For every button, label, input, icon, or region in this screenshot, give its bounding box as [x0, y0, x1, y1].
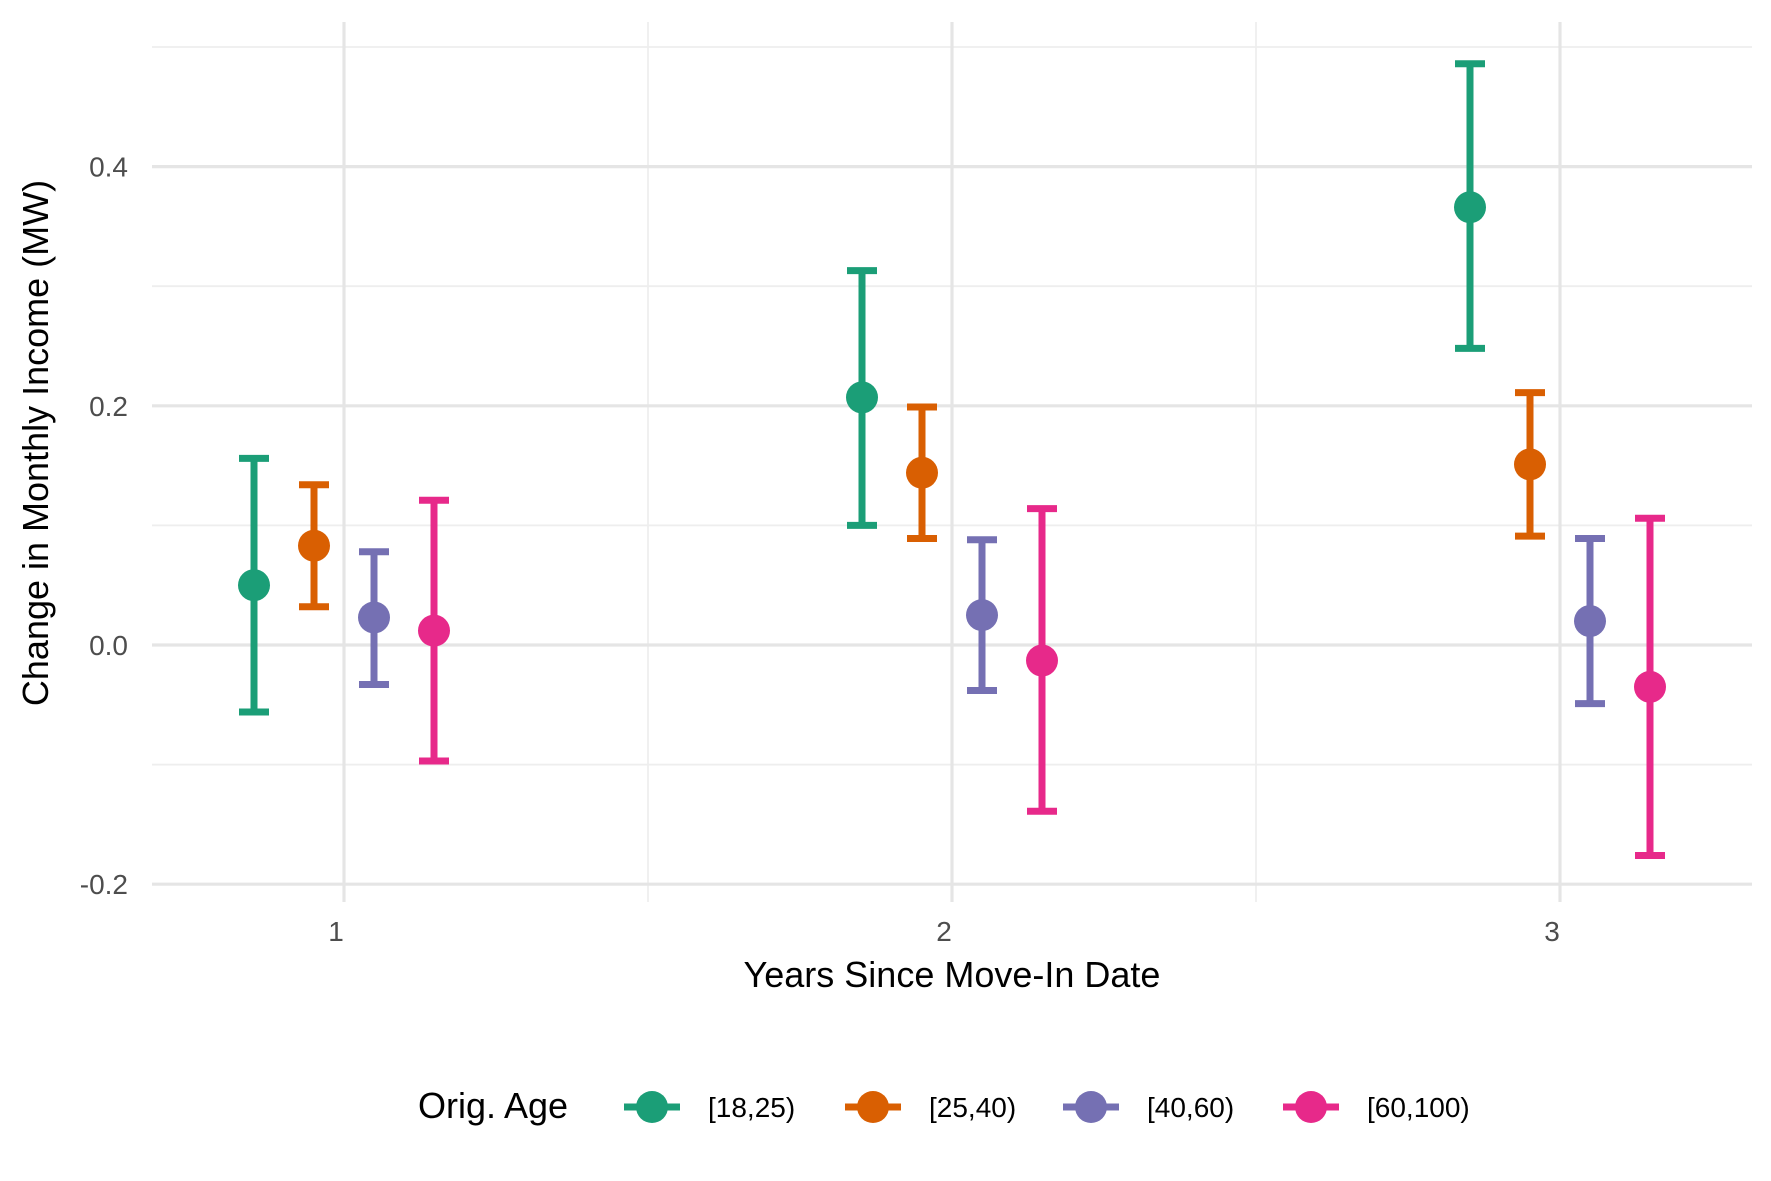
grid: [152, 22, 1752, 902]
series-3: [358, 535, 1606, 708]
legend-item: [40,60): [1063, 1091, 1234, 1123]
x-tick-label: 2: [936, 916, 952, 947]
data-point: [966, 599, 998, 632]
legend-items: [18,25) [25,40) [40,60) [60,100): [624, 1091, 1470, 1123]
legend-item: [60,100): [1283, 1091, 1470, 1123]
legend-item: [25,40): [845, 1091, 1016, 1123]
data-point: [238, 569, 270, 602]
x-tick-label: 3: [1544, 916, 1560, 947]
y-tick-label: 0.2: [89, 391, 128, 422]
data-point: [1634, 670, 1666, 703]
legend-title: Orig. Age: [418, 1085, 568, 1126]
legend-label: [25,40): [929, 1092, 1016, 1123]
data-point: [298, 529, 330, 562]
x-axis-ticks: 1 2 3: [328, 916, 1560, 947]
data-point: [418, 614, 450, 647]
data-point: [846, 381, 878, 414]
legend-label: [40,60): [1147, 1092, 1234, 1123]
series-2: [298, 389, 1546, 611]
x-axis-title: Years Since Move-In Date: [744, 954, 1161, 995]
legend-key-marker: [636, 1091, 668, 1123]
series-4: [418, 496, 1666, 859]
legend-label: [18,25): [708, 1092, 795, 1123]
data-point: [1514, 448, 1546, 481]
y-axis-title: Change in Monthly Income (MW): [15, 180, 56, 706]
data-point: [1574, 605, 1606, 638]
data-point: [1026, 644, 1058, 677]
legend-key-marker: [1075, 1091, 1107, 1123]
data-point: [358, 601, 390, 634]
series-layer: [238, 60, 1666, 859]
legend-label: [60,100): [1367, 1092, 1470, 1123]
legend-key-marker: [1295, 1091, 1327, 1123]
data-point: [906, 456, 938, 489]
series-1: [238, 60, 1486, 716]
y-axis-ticks: -0.2 0.0 0.2 0.4: [80, 152, 128, 901]
x-tick-label: 1: [328, 916, 344, 947]
legend: Orig. Age [18,25) [25,40) [40,60) [60,100): [418, 1085, 1470, 1126]
legend-key-marker: [857, 1091, 889, 1123]
y-tick-label: 0.4: [89, 152, 128, 183]
y-tick-label: -0.2: [80, 869, 128, 900]
y-tick-label: 0.0: [89, 630, 128, 661]
data-point: [1454, 191, 1486, 224]
legend-item: [18,25): [624, 1091, 795, 1123]
